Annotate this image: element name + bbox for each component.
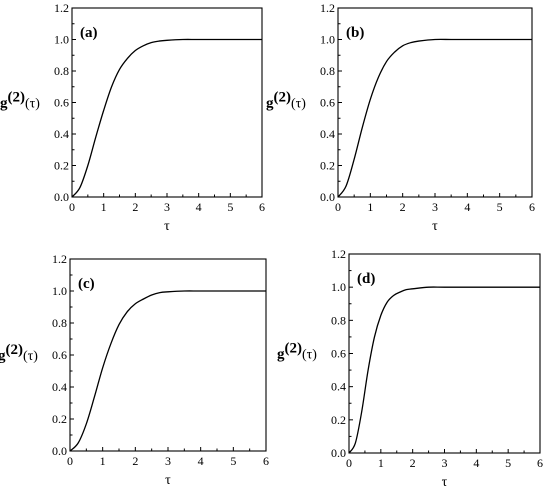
x-tick-label: 3 (442, 456, 448, 470)
x-tick-label: 6 (537, 456, 543, 470)
y-axis-label-superscript: (2) (8, 90, 26, 106)
x-axis-label: τ (164, 219, 170, 234)
y-tick-label: 1.0 (320, 33, 335, 47)
x-tick-label: 5 (505, 456, 511, 470)
y-axis-label: g(2)(τ) (0, 342, 38, 364)
y-tick-label: 0.0 (54, 190, 69, 204)
y-tick-label: 1.2 (54, 1, 69, 15)
axis-frame (69, 258, 267, 452)
y-tick-label: 0.6 (54, 96, 69, 110)
y-axis-label: g(2)(τ) (266, 90, 306, 112)
x-tick-label: 0 (335, 200, 341, 214)
panel-label: (c) (78, 276, 95, 292)
series-line (348, 286, 540, 454)
x-tick-label: 0 (346, 456, 352, 470)
x-tick-label: 1 (367, 200, 373, 214)
x-tick-label: 3 (164, 200, 170, 214)
y-axis-label-superscript: (2) (274, 90, 292, 106)
x-axis-label: τ (432, 219, 438, 234)
y-tick-label: 0.4 (320, 127, 335, 141)
y-tick-label: 0.2 (54, 159, 69, 173)
y-tick-label: 0.0 (52, 444, 67, 458)
y-tick-label: 0.2 (52, 412, 67, 426)
x-tick-label: 6 (263, 454, 269, 468)
x-axis-label: τ (442, 475, 448, 490)
x-tick-label: 2 (132, 200, 138, 214)
x-tick-label: 1 (101, 200, 107, 214)
panel-label: (a) (80, 25, 98, 41)
y-tick-label: 1.2 (331, 247, 346, 261)
y-tick-label: 0.2 (320, 159, 335, 173)
y-tick-label: 1.2 (320, 1, 335, 15)
chart-panel-b: 0.0 0.2 0.4 0.6 0.8 1.0 1.2 0 1 2 3 4 5 6 τ g(2)(τ) (b) (266, 1, 535, 234)
series-line (71, 38, 262, 198)
chart-panel-d: 0.0 0.2 0.4 0.6 0.8 1.0 1.2 0 1 2 3 4 5 6 τ g(2)(τ) (d) (277, 247, 543, 490)
y-axis-label: g(2)(τ) (277, 341, 317, 363)
x-tick-label: 2 (132, 454, 138, 468)
x-tick-label: 5 (227, 200, 233, 214)
y-tick-label: 0.8 (320, 64, 335, 78)
x-tick-label: 3 (165, 454, 171, 468)
x-tick-label: 4 (464, 200, 470, 214)
x-axis-label: τ (165, 473, 171, 488)
x-tick-label: 3 (432, 200, 438, 214)
y-axis-label-main: g (0, 96, 8, 112)
chart-panel-c: 0.0 0.2 0.4 0.6 0.8 1.0 1.2 0 1 2 3 4 5 6 τ g(2)(τ) (c) (0, 252, 269, 488)
series-line (337, 38, 532, 198)
y-axis-label-argument: (τ) (302, 348, 317, 363)
axis-frame (71, 7, 263, 198)
y-axis-label-main: g (0, 348, 6, 364)
x-tick-label: 2 (400, 200, 406, 214)
y-axis-label-argument: (τ) (291, 97, 306, 112)
y-tick-label: 0.8 (52, 316, 67, 330)
y-tick-label: 1.0 (54, 33, 69, 47)
y-tick-label: 1.0 (331, 280, 346, 294)
panel-label: (b) (346, 25, 364, 41)
y-tick-label: 0.2 (331, 413, 346, 427)
y-tick-label: 1.2 (52, 252, 67, 266)
axis-frame (348, 253, 541, 454)
y-axis-label-superscript: (2) (285, 341, 303, 357)
x-tick-label: 5 (497, 200, 503, 214)
y-axis-label-argument: (τ) (23, 349, 38, 364)
y-tick-label: 0.6 (331, 347, 346, 361)
y-tick-label: 0.8 (331, 313, 346, 327)
y-tick-label: 1.0 (52, 284, 67, 298)
y-tick-label: 0.4 (331, 380, 346, 394)
x-tick-label: 2 (410, 456, 416, 470)
axis-frame (337, 7, 533, 198)
y-tick-label: 0.4 (52, 380, 67, 394)
y-tick-label: 0.4 (54, 127, 69, 141)
x-tick-label: 1 (100, 454, 106, 468)
y-axis-label-main: g (277, 347, 285, 363)
x-tick-label: 6 (529, 200, 535, 214)
series-line (69, 290, 266, 452)
panel-label: (d) (357, 271, 375, 287)
y-tick-label: 0.0 (320, 190, 335, 204)
x-tick-label: 1 (378, 456, 384, 470)
x-tick-label: 5 (230, 454, 236, 468)
y-tick-label: 0.0 (331, 446, 346, 460)
x-tick-label: 6 (259, 200, 265, 214)
y-axis-label-superscript: (2) (6, 342, 24, 358)
x-tick-label: 4 (473, 456, 479, 470)
x-tick-label: 4 (196, 200, 202, 214)
y-tick-label: 0.8 (54, 64, 69, 78)
y-tick-label: 0.6 (320, 96, 335, 110)
y-axis-label-main: g (266, 96, 274, 112)
x-tick-label: 0 (69, 200, 75, 214)
chart-panel-a: 0.0 0.2 0.4 0.6 0.8 1.0 1.2 0 1 2 3 4 5 6 τ g(2)(τ) (a) (0, 1, 265, 234)
y-axis-label: g(2)(τ) (0, 90, 40, 112)
x-tick-label: 0 (67, 454, 73, 468)
y-axis-label-argument: (τ) (25, 97, 40, 112)
x-tick-label: 4 (198, 454, 204, 468)
y-tick-label: 0.6 (52, 348, 67, 362)
